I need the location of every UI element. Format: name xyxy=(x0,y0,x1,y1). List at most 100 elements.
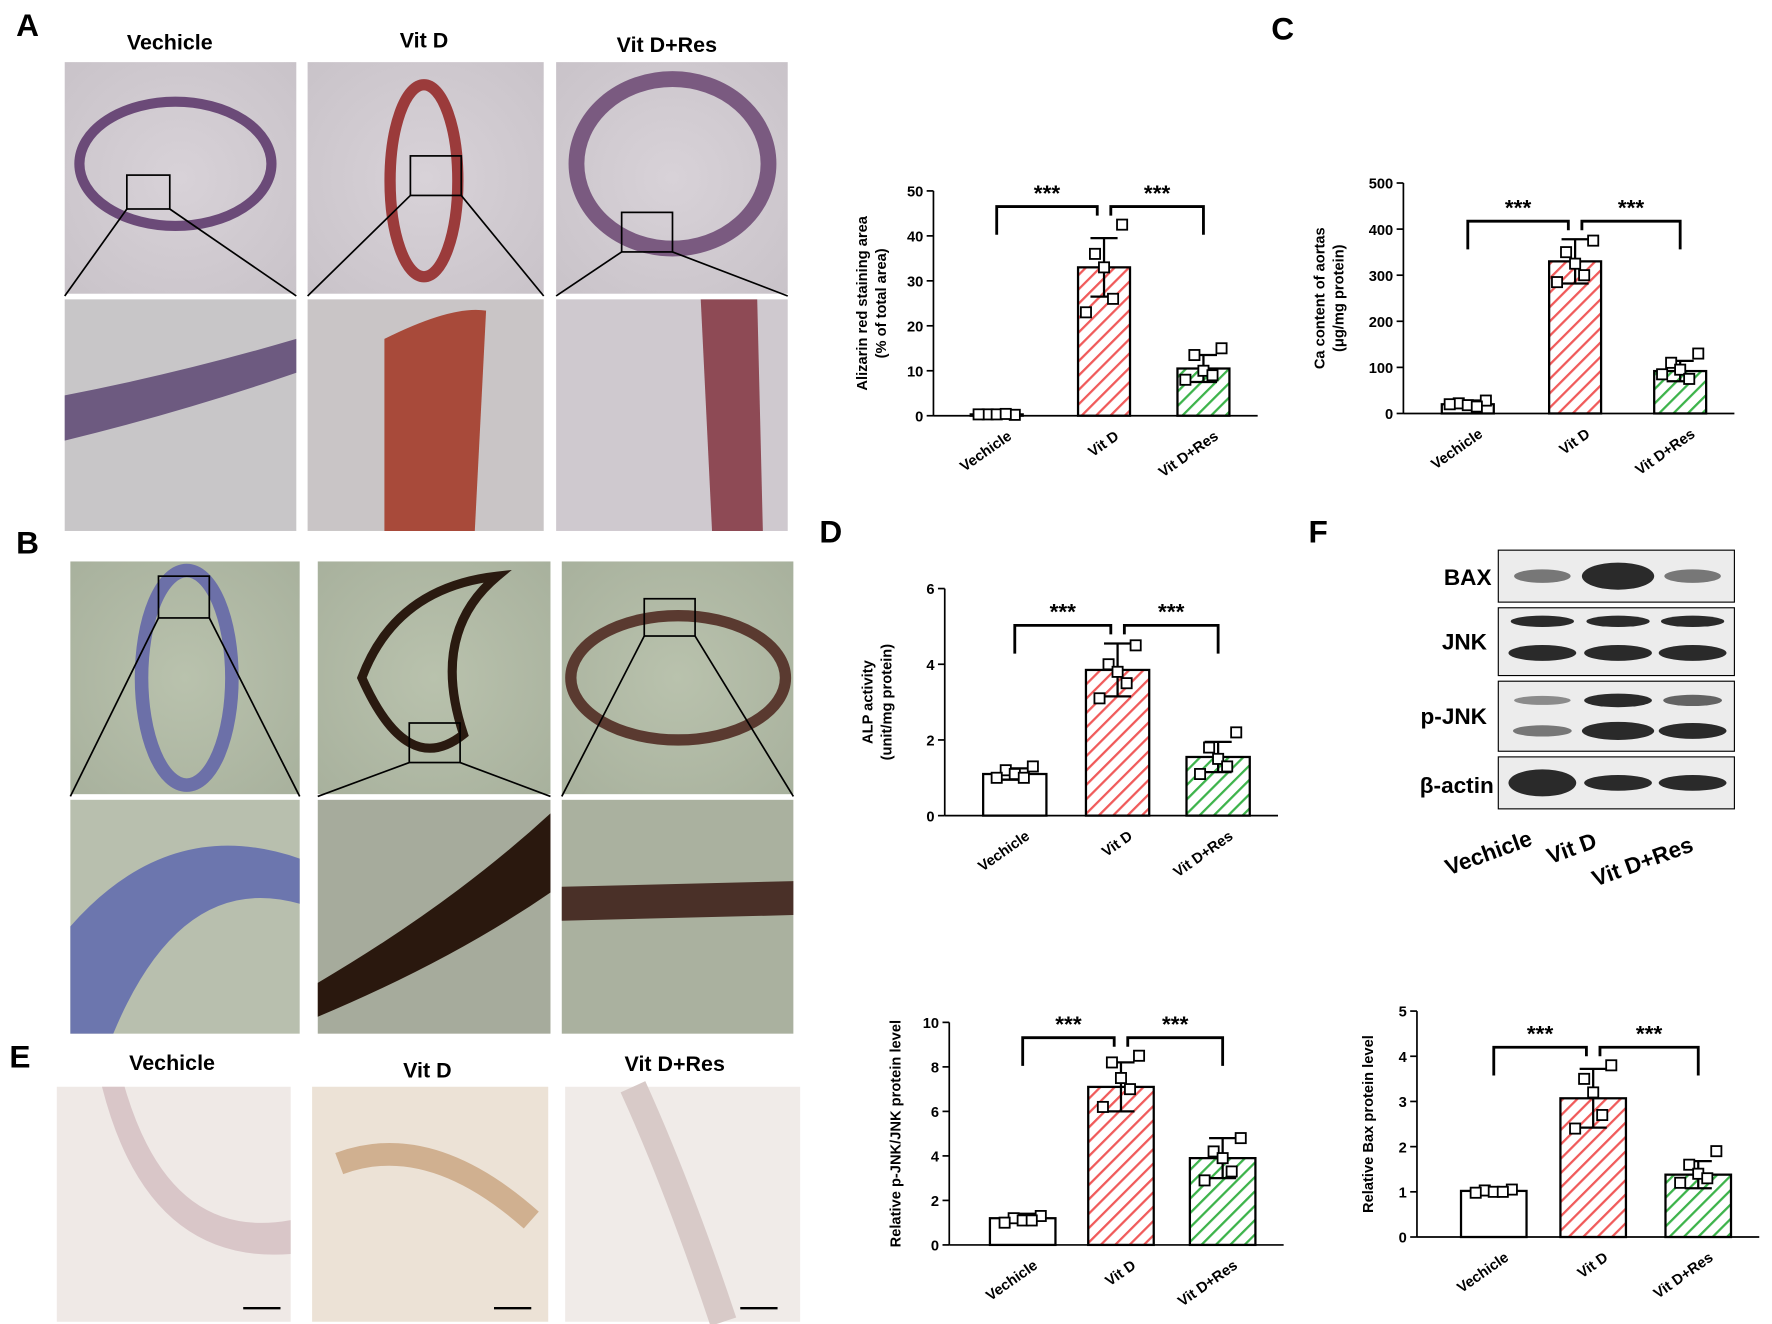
data-point xyxy=(1105,1056,1118,1069)
significance-label: *** xyxy=(1505,196,1532,221)
data-point xyxy=(1025,1214,1038,1227)
bar-chart: 0 100 200 300 400 500 Ca content of aortas (μg/… xyxy=(1312,177,1735,479)
significance-label: *** xyxy=(1636,1022,1663,1047)
data-point xyxy=(1194,768,1207,780)
y-tick-label: 10 xyxy=(907,364,923,380)
blot-row-label: β-actin xyxy=(1420,773,1494,798)
data-point xyxy=(1116,218,1129,231)
data-point xyxy=(1203,741,1216,754)
y-axis-label: Ca content of aortas xyxy=(1312,227,1328,369)
data-point xyxy=(1096,1100,1109,1113)
y-tick-label: 200 xyxy=(1369,315,1393,331)
data-point xyxy=(1692,347,1705,360)
significance-bracket xyxy=(1122,623,1220,654)
y-tick-label: 5 xyxy=(1399,1005,1407,1021)
x-tick-label: Vit D xyxy=(1557,426,1593,458)
y-tick-label: 4 xyxy=(1399,1050,1408,1066)
significance-bracket xyxy=(1109,205,1205,235)
y-tick-label: 20 xyxy=(907,319,923,335)
x-tick-label: Vechicle xyxy=(958,428,1015,475)
image-title: Vit D+Res xyxy=(617,33,717,57)
panel-letter: C xyxy=(1271,11,1294,47)
data-point xyxy=(1551,276,1564,289)
image-title: Vit D+Res xyxy=(625,1052,725,1076)
image-title: Vit D xyxy=(403,1059,451,1083)
bar-chart: 0 2 4 6 ALP activity (unit/mg protein) Vechicl… xyxy=(860,582,1279,881)
blot-lane-label: Vit D xyxy=(1543,828,1600,869)
significance-bracket xyxy=(1021,1036,1116,1066)
bar-chart: 0 2 4 6 8 10 Relative p-JNK/JNK protein level V… xyxy=(889,1012,1284,1310)
data-point xyxy=(1212,752,1225,765)
y-tick-label: 50 xyxy=(907,185,923,201)
data-point xyxy=(1683,1158,1696,1171)
y-axis-label: Relative p-JNK/JNK protein level xyxy=(889,1020,905,1247)
data-point xyxy=(1469,1186,1482,1199)
image-title: Vechicle xyxy=(129,1051,215,1075)
y-tick-label: 40 xyxy=(907,230,923,246)
data-point xyxy=(1120,677,1133,690)
histology-b xyxy=(69,561,795,1034)
data-point xyxy=(1017,771,1030,784)
y-tick-label: 0 xyxy=(1385,407,1393,423)
data-point xyxy=(1198,1174,1211,1187)
data-point xyxy=(1215,342,1228,355)
blot-lane-label: Vit D+Res xyxy=(1589,832,1697,892)
data-point xyxy=(1443,398,1456,411)
panel-letter: D xyxy=(819,513,842,549)
y-axis-label: Relative Bax protein level xyxy=(1361,1035,1377,1213)
significance-label: *** xyxy=(1618,196,1645,221)
data-point xyxy=(1578,269,1591,282)
data-point xyxy=(1188,349,1201,362)
data-point xyxy=(1674,1176,1687,1189)
data-point xyxy=(1701,1172,1714,1185)
data-point xyxy=(1124,1083,1137,1096)
x-tick-label: Vechicle xyxy=(976,828,1033,875)
bar xyxy=(1087,1085,1155,1247)
y-tick-label: 0 xyxy=(1399,1231,1407,1247)
data-point xyxy=(1596,1109,1609,1121)
data-point xyxy=(1133,1049,1146,1062)
data-point xyxy=(1207,1145,1220,1158)
data-point xyxy=(1656,368,1669,381)
data-point xyxy=(1102,658,1115,671)
blot-row-label: BAX xyxy=(1444,565,1492,590)
y-tick-label: 4 xyxy=(926,658,935,674)
x-tick-label: Vechicle xyxy=(1455,1250,1512,1297)
significance-label: *** xyxy=(1527,1022,1554,1047)
data-point xyxy=(1206,369,1219,382)
x-tick-label: Vit D+Res xyxy=(1633,426,1698,478)
panel-letter: A xyxy=(16,7,39,43)
significance-label: *** xyxy=(1034,181,1061,206)
data-point xyxy=(1107,292,1120,305)
x-tick-label: Vit D xyxy=(1103,1258,1139,1290)
data-point xyxy=(972,408,985,421)
y-axis-label: Alizarin red staining area xyxy=(855,215,871,390)
data-point xyxy=(999,407,1012,420)
x-tick-label: Vit D+Res xyxy=(1171,828,1236,880)
data-point xyxy=(990,771,1003,784)
data-point xyxy=(1674,363,1687,376)
data-point xyxy=(1093,692,1106,705)
bar-chart: 0 1 2 3 4 5 Relative Bax protein level Vechicle… xyxy=(1361,1005,1760,1302)
y-tick-label: 0 xyxy=(915,409,923,425)
y-tick-label: 1 xyxy=(1399,1185,1407,1201)
data-point xyxy=(1234,1132,1247,1145)
significance-label: *** xyxy=(1050,600,1077,625)
significance-label: *** xyxy=(1055,1012,1082,1037)
data-point xyxy=(1578,1072,1591,1085)
data-point xyxy=(1079,306,1092,319)
y-tick-label: 6 xyxy=(926,582,934,598)
y-axis-label: (% of total area) xyxy=(874,248,890,358)
y-tick-label: 0 xyxy=(931,1239,939,1255)
data-point xyxy=(1129,639,1142,652)
x-tick-label: Vit D xyxy=(1099,828,1135,860)
y-tick-label: 4 xyxy=(931,1150,940,1166)
blot-row-label: JNK xyxy=(1442,630,1488,655)
data-point xyxy=(1569,1122,1582,1135)
significance-bracket xyxy=(1466,219,1570,250)
y-axis-label: ALP activity xyxy=(860,659,876,744)
y-tick-label: 2 xyxy=(926,734,934,750)
y-tick-label: 100 xyxy=(1369,361,1393,377)
y-tick-label: 8 xyxy=(931,1061,939,1077)
bar-chart: 0 10 20 30 40 50 Alizarin red staining area (% … xyxy=(855,181,1258,481)
